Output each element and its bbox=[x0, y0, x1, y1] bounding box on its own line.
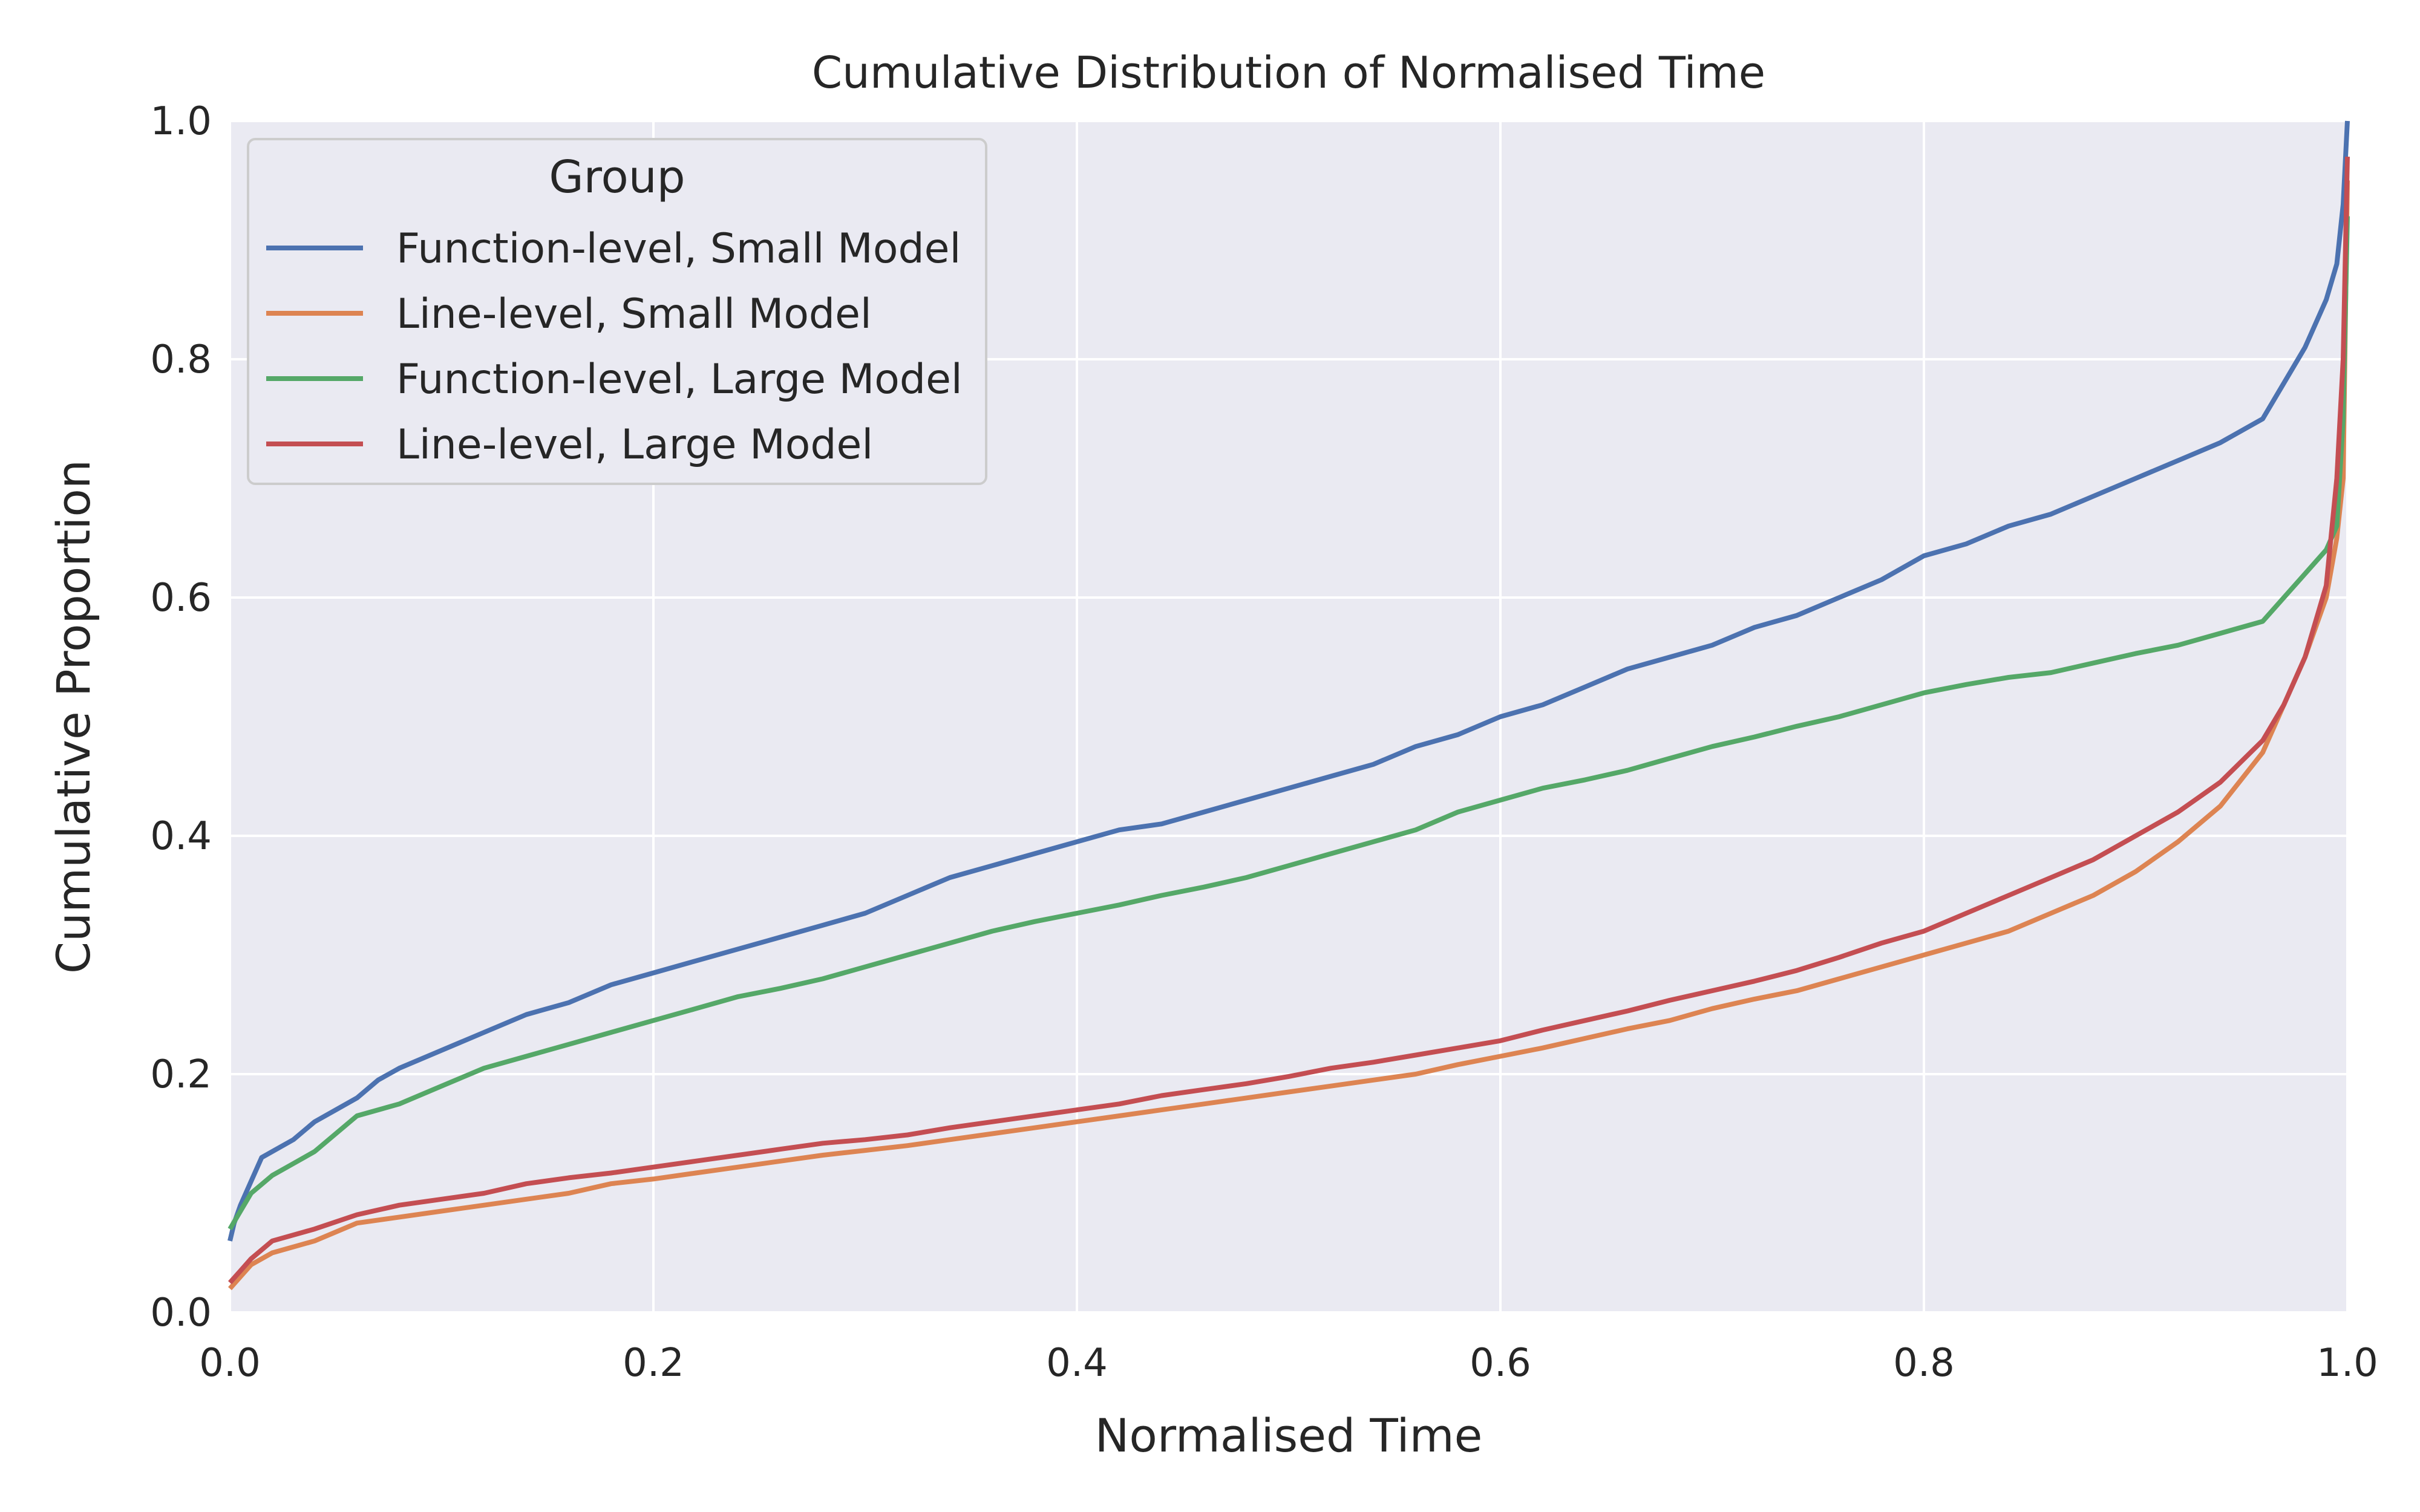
legend: Group Function-level, Small Model Line-le… bbox=[247, 138, 987, 485]
y-tick-label: 1.0 bbox=[150, 99, 212, 144]
series-line-4 bbox=[228, 157, 2350, 1285]
grid bbox=[229, 120, 2349, 1314]
x-tick-label: 1.0 bbox=[2317, 1341, 2378, 1386]
series-line-2 bbox=[228, 180, 2350, 1291]
y-tick-label: 0.0 bbox=[150, 1291, 212, 1335]
legend-label: Function-level, Large Model bbox=[396, 356, 963, 403]
series-line-1 bbox=[227, 120, 2350, 1242]
legend-title: Group bbox=[549, 151, 685, 203]
legend-items: Function-level, Small Model Line-level, S… bbox=[266, 225, 963, 469]
x-tick-label: 0.2 bbox=[623, 1341, 684, 1386]
y-tick-label: 0.8 bbox=[150, 337, 212, 382]
y-tick-label: 0.4 bbox=[150, 814, 212, 859]
chart-title: Cumulative Distribution of Normalised Ti… bbox=[812, 47, 1765, 98]
x-tick-label: 0.8 bbox=[1893, 1341, 1955, 1386]
y-tick-label: 0.6 bbox=[150, 576, 212, 621]
legend-label: Function-level, Small Model bbox=[396, 225, 961, 273]
x-tick-label: 0.6 bbox=[1470, 1341, 1531, 1386]
series-line-3 bbox=[227, 216, 2350, 1231]
x-axis-label: Normalised Time bbox=[1095, 1409, 1483, 1462]
tick-labels: 0.0 0.2 0.4 0.6 0.8 1.0 0.0 0.2 0.4 0.6 0.8 1.0 bbox=[150, 99, 2378, 1386]
x-tick-label: 0.4 bbox=[1046, 1341, 1108, 1386]
legend-label: Line-level, Small Model bbox=[396, 290, 872, 338]
series-layer bbox=[227, 120, 2350, 1291]
legend-label: Line-level, Large Model bbox=[396, 421, 873, 469]
x-tick-label: 0.0 bbox=[199, 1341, 261, 1386]
y-axis-label: Cumulative Proportion bbox=[47, 460, 100, 974]
y-tick-label: 0.2 bbox=[150, 1052, 212, 1097]
legend-box bbox=[247, 138, 987, 485]
